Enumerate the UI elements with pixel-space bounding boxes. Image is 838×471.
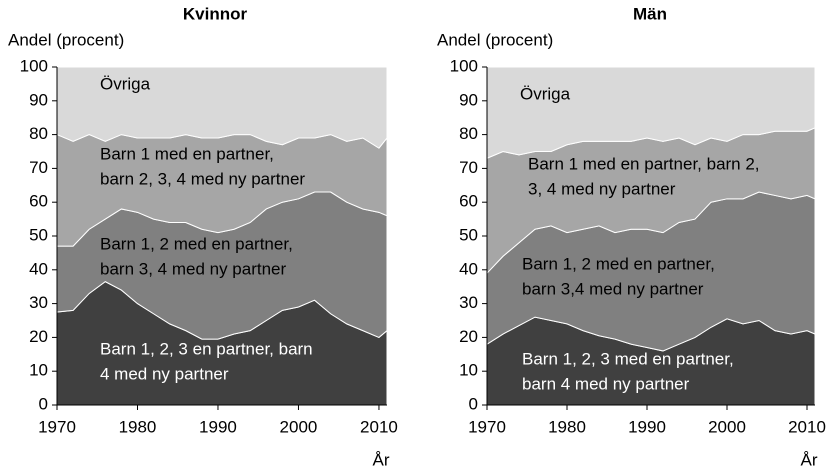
- y-tick-label: 50: [29, 225, 48, 244]
- y-tick-label: 20: [459, 327, 478, 346]
- area-label: Barn 1 med en partner, barn 2,: [528, 154, 760, 173]
- y-tick-label: 40: [459, 259, 478, 278]
- y-tick-label: 60: [459, 192, 478, 211]
- area-label: Barn 1, 2, 3 med en partner,: [522, 349, 734, 368]
- y-tick-label: 10: [459, 361, 478, 380]
- y-tick-label: 90: [29, 90, 48, 109]
- x-axis-label: År: [373, 450, 390, 469]
- x-tick-label: 1990: [199, 417, 237, 436]
- x-tick-label: 1980: [119, 417, 157, 436]
- y-tick-label: 90: [459, 90, 478, 109]
- y-tick-label: 50: [459, 225, 478, 244]
- x-tick-label: 2010: [788, 417, 826, 436]
- y-tick-label: 100: [450, 56, 478, 75]
- x-tick-label: 1970: [38, 417, 76, 436]
- y-axis-label: Andel (procent): [437, 30, 553, 49]
- y-tick-label: 0: [469, 394, 478, 413]
- y-tick-label: 60: [29, 192, 48, 211]
- y-tick-label: 0: [39, 394, 48, 413]
- area: [56, 66, 388, 149]
- area-label: barn 4 med ny partner: [522, 374, 690, 393]
- area-label: Barn 1 med en partner,: [100, 144, 274, 163]
- area-label: 4 med ny partner: [100, 364, 229, 383]
- y-tick-label: 80: [459, 124, 478, 143]
- area-label: barn 3, 4 med ny partner: [100, 259, 287, 278]
- area-label: Barn 1, 2, 3 en partner, barn: [100, 339, 313, 358]
- y-tick-label: 40: [29, 259, 48, 278]
- area-label: Barn 1, 2 med en partner,: [100, 234, 293, 253]
- y-axis-label: Andel (procent): [8, 30, 124, 49]
- y-tick-label: 20: [29, 327, 48, 346]
- x-tick-label: 1980: [548, 417, 586, 436]
- chart-title: Män: [633, 4, 667, 23]
- area-label: Barn 1, 2 med en partner,: [522, 254, 715, 273]
- y-tick-label: 10: [29, 361, 48, 380]
- x-axis-label: År: [801, 450, 818, 469]
- area-label: barn 3,4 med ny partner: [522, 279, 704, 298]
- chart-title: Kvinnor: [183, 4, 248, 23]
- y-tick-label: 30: [29, 293, 48, 312]
- x-tick-label: 2000: [280, 417, 318, 436]
- y-tick-label: 30: [459, 293, 478, 312]
- area-label: barn 2, 3, 4 med ny partner: [100, 169, 305, 188]
- x-tick-label: 2000: [708, 417, 746, 436]
- area-label: Övriga: [100, 74, 151, 93]
- y-tick-label: 100: [20, 56, 48, 75]
- x-tick-label: 1970: [468, 417, 506, 436]
- area-label: 3, 4 med ny partner: [528, 179, 676, 198]
- y-tick-label: 70: [459, 158, 478, 177]
- y-tick-label: 70: [29, 158, 48, 177]
- area: [486, 66, 816, 160]
- area-label: Övriga: [520, 84, 571, 103]
- x-tick-label: 2010: [360, 417, 398, 436]
- x-tick-label: 1990: [628, 417, 666, 436]
- y-tick-label: 80: [29, 124, 48, 143]
